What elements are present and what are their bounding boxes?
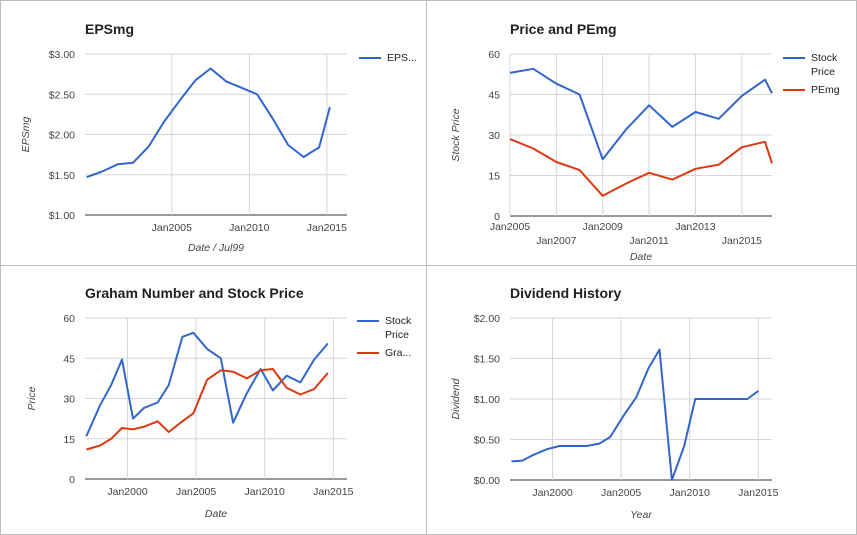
x-tick-label: Jan2005 — [601, 487, 641, 499]
y-tick-label: $2.00 — [474, 313, 500, 325]
x-tick-label: Jan2007 — [536, 235, 576, 247]
chart-title: Dividend History — [510, 285, 621, 301]
x-tick-label: Jan2013 — [675, 221, 715, 233]
y-tick-label: $0.50 — [474, 435, 500, 447]
y-tick-label: $1.50 — [474, 354, 500, 366]
x-tick-label: Jan2015 — [722, 235, 762, 247]
x-tick-label: Jan2000 — [532, 487, 572, 499]
y-tick-label: 30 — [488, 130, 500, 142]
series-line-1 — [87, 69, 330, 178]
x-axis-label: Date — [630, 251, 652, 263]
series-line-2 — [86, 369, 327, 450]
y-tick-label: $3.00 — [49, 49, 75, 61]
x-tick-label: Jan2010 — [245, 486, 285, 498]
x-tick-label: Jan2015 — [313, 486, 353, 498]
legend-label: Stock Price — [811, 52, 838, 78]
x-axis-label: Date / Jul99 — [188, 242, 244, 254]
series-line-1 — [511, 350, 758, 480]
chart-panel-dividend-history: Dividend History $0.00 $0.50 $1.00 $1.50 $2.0… — [426, 265, 857, 535]
legend-label: EPS... — [387, 52, 417, 64]
series-line-1 — [510, 69, 772, 160]
x-tick-label: Jan2010 — [229, 222, 269, 234]
x-tick-label: Jan2005 — [176, 486, 216, 498]
legend-label: PEmg — [811, 84, 840, 96]
x-tick-label: Jan2015 — [307, 222, 347, 234]
x-axis-label: Year — [630, 509, 652, 521]
y-tick-label: 30 — [63, 394, 75, 406]
x-tick-label: Jan2000 — [107, 486, 147, 498]
x-tick-label: Jan2009 — [583, 221, 623, 233]
y-tick-label: 45 — [488, 90, 500, 102]
legend-label: Gra... — [385, 347, 411, 359]
chart-title: EPSmg — [85, 21, 134, 37]
series-line-1 — [86, 333, 327, 436]
chart-panel-epsmg: EPSmg $1.00 $1.50 $2.00 $2.50 $3.00 Jan2005 Jan… — [0, 0, 427, 266]
chart-svg: EPSmg $1.00 $1.50 $2.00 $2.50 $3.00 Jan2005 Jan… — [1, 1, 426, 265]
y-tick-label: 15 — [63, 434, 75, 446]
x-tick-label: Jan2005 — [490, 221, 530, 233]
y-tick-label: $1.00 — [474, 394, 500, 406]
x-tick-label: Jan2005 — [152, 222, 192, 234]
y-tick-label: 60 — [63, 313, 75, 325]
chart-svg: Dividend History $0.00 $0.50 $1.00 $1.50 $2.0… — [427, 266, 856, 534]
x-axis-label: Date — [205, 508, 227, 520]
chart-panel-price-pemg: Price and PEmg 0 15 30 45 60 Jan2005 Jan2007 Jan… — [426, 0, 857, 266]
chart-title: Price and PEmg — [510, 21, 617, 37]
y-axis-label: Price — [26, 386, 38, 410]
y-tick-label: 15 — [488, 171, 500, 183]
y-tick-label: $1.00 — [49, 210, 75, 222]
y-tick-label: $1.50 — [49, 170, 75, 182]
x-tick-label: Jan2011 — [629, 235, 669, 247]
y-tick-label: $2.50 — [49, 89, 75, 101]
x-tick-label: Jan2010 — [670, 487, 710, 499]
y-axis-label: Dividend — [450, 377, 462, 419]
y-axis-label: Stock Price — [450, 108, 462, 161]
y-tick-label: 45 — [63, 353, 75, 365]
y-tick-label: 60 — [488, 49, 500, 61]
legend-label: Stock Price — [385, 315, 412, 341]
series-line-2 — [510, 139, 772, 196]
chart-svg: Price and PEmg015304560Jan2005Jan2007Jan… — [427, 1, 856, 265]
y-tick-label: $0.00 — [474, 475, 500, 487]
y-tick-label: $2.00 — [49, 130, 75, 142]
chart-title: Graham Number and Stock Price — [85, 285, 304, 301]
chart-panel-graham-number: Graham Number and Stock Price 0 15 30 45 60 Ja… — [0, 265, 427, 535]
y-axis-label: EPSmg — [20, 117, 32, 153]
x-tick-label: Jan2015 — [738, 487, 778, 499]
chart-svg: Graham Number and Stock Price 0 15 30 45 60 Ja… — [1, 266, 426, 534]
y-tick-label: 0 — [69, 474, 75, 486]
